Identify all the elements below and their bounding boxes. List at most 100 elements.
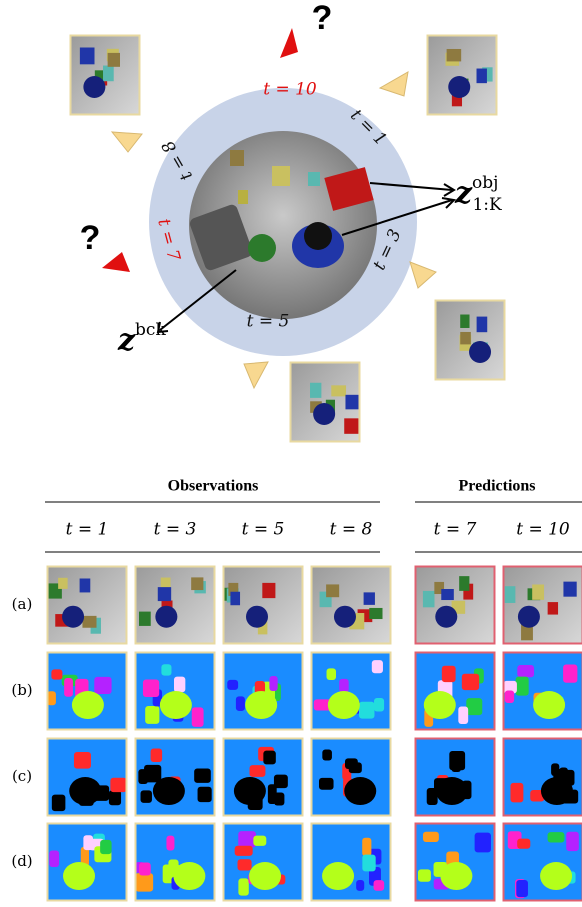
segment	[194, 768, 211, 782]
segment	[322, 750, 332, 761]
segment	[51, 669, 62, 679]
object	[435, 606, 457, 628]
column-label: t = 1	[66, 520, 109, 540]
object	[460, 315, 469, 328]
image	[503, 823, 582, 901]
segment	[269, 676, 277, 691]
segment	[100, 840, 111, 854]
segment	[516, 677, 529, 696]
segment	[359, 702, 374, 719]
segment	[249, 862, 281, 890]
segment	[418, 869, 431, 881]
image	[135, 823, 215, 901]
image	[47, 738, 127, 816]
segment	[505, 690, 514, 703]
segment	[362, 838, 371, 856]
object	[230, 592, 240, 605]
segment	[466, 698, 482, 715]
segment	[540, 862, 572, 890]
object	[345, 395, 359, 410]
image	[503, 652, 582, 730]
segment	[153, 777, 185, 805]
segment	[322, 862, 354, 890]
image	[47, 566, 127, 644]
group-title: Predictions	[458, 478, 535, 495]
segment	[173, 862, 205, 890]
column-label: t = 7	[434, 520, 477, 540]
latent-obj: zobj1:K	[454, 173, 502, 215]
segment	[327, 668, 336, 680]
image	[135, 652, 215, 730]
segment	[339, 679, 348, 693]
image	[415, 738, 495, 816]
viewpoint	[380, 72, 408, 96]
column-label: t = 8	[330, 520, 373, 540]
object	[82, 616, 96, 628]
object	[326, 584, 339, 597]
object	[334, 606, 356, 628]
object	[469, 341, 491, 363]
segment	[458, 706, 468, 724]
segment	[161, 664, 171, 675]
image	[415, 566, 495, 644]
segment	[83, 835, 93, 850]
segment	[245, 691, 277, 719]
segment	[238, 878, 248, 895]
segment	[63, 862, 95, 890]
segment	[274, 775, 288, 788]
object	[423, 591, 435, 607]
image	[435, 300, 505, 380]
row-label: (d)	[11, 852, 32, 870]
viewpoint	[244, 362, 268, 388]
object	[441, 589, 454, 600]
segment	[52, 795, 66, 812]
object	[155, 606, 177, 628]
object	[80, 578, 91, 592]
segment	[160, 691, 192, 719]
segment	[442, 666, 456, 682]
segment	[235, 846, 253, 856]
segment	[516, 880, 528, 897]
object	[448, 76, 470, 98]
object	[548, 602, 558, 614]
object	[108, 53, 120, 67]
image	[311, 566, 391, 644]
segment	[94, 677, 111, 694]
segment	[64, 678, 73, 697]
object	[313, 403, 335, 425]
object	[563, 582, 576, 597]
object	[505, 586, 516, 603]
object	[344, 418, 358, 433]
object	[139, 612, 151, 626]
segment	[236, 696, 245, 711]
segment	[109, 790, 121, 805]
segment	[424, 691, 456, 719]
image	[415, 652, 495, 730]
segment	[345, 758, 358, 769]
segment	[372, 660, 383, 673]
segment	[263, 751, 275, 765]
image	[503, 566, 582, 644]
segment	[356, 880, 364, 891]
object	[262, 583, 275, 598]
segment	[423, 832, 439, 842]
segment	[139, 863, 151, 876]
column-label: t = 5	[242, 520, 285, 540]
ring-label: t = 10	[263, 80, 317, 100]
image	[415, 823, 495, 901]
object	[80, 48, 95, 65]
segment	[551, 763, 559, 776]
segment	[449, 751, 465, 770]
segment	[166, 836, 174, 851]
segment	[253, 836, 266, 846]
segment	[227, 680, 238, 690]
image	[503, 738, 582, 816]
segment	[563, 664, 577, 682]
image	[311, 823, 391, 901]
segment	[328, 691, 360, 719]
object	[477, 69, 487, 84]
segment	[436, 777, 468, 805]
object	[58, 578, 67, 589]
viewpoint	[112, 132, 142, 152]
segment	[69, 777, 101, 805]
